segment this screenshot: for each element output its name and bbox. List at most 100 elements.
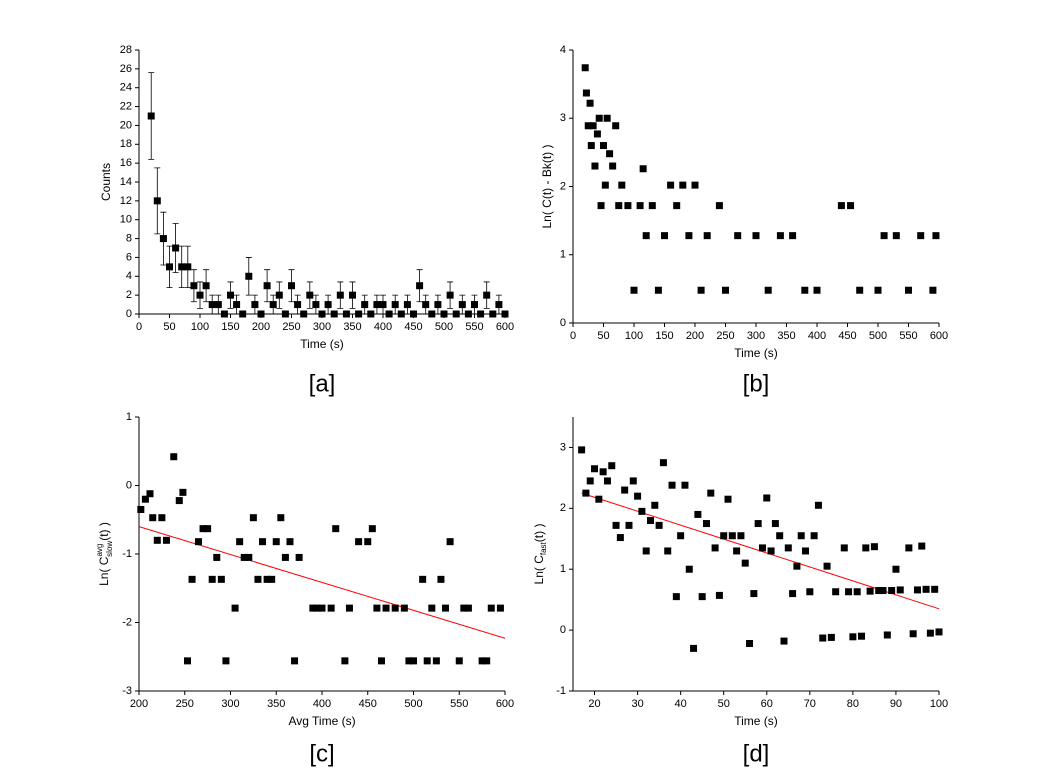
data-point	[636, 202, 644, 210]
data-point	[458, 301, 466, 309]
data-point	[172, 244, 180, 252]
data-point	[734, 232, 742, 240]
y-tick-label: 10	[120, 214, 132, 226]
data-point	[593, 130, 601, 138]
data-point	[391, 604, 399, 612]
x-axis-label: Avg Time (s)	[288, 714, 355, 728]
data-point	[440, 310, 448, 318]
data-point	[373, 604, 381, 612]
y-tick-label: 2	[126, 289, 132, 301]
y-tick-label: 0	[560, 317, 566, 329]
data-point	[707, 489, 715, 497]
x-tick-label: 400	[374, 321, 392, 333]
data-point	[776, 532, 784, 540]
data-point	[917, 232, 925, 240]
x-tick-label: 350	[343, 321, 361, 333]
data-point	[257, 310, 265, 318]
data-point	[784, 544, 792, 552]
data-point	[236, 538, 244, 546]
data-point	[905, 544, 913, 552]
data-point	[245, 272, 253, 280]
x-tick-label: 100	[930, 698, 948, 710]
data-point	[612, 122, 620, 130]
x-tick-label: 70	[804, 698, 816, 710]
x-tick-label: 600	[496, 321, 514, 333]
data-point	[419, 575, 427, 583]
caption: [b]	[743, 370, 770, 397]
data-point	[471, 301, 478, 309]
data-point	[776, 232, 784, 240]
data-point	[137, 505, 145, 513]
data-point	[162, 536, 170, 544]
data-point	[918, 542, 926, 550]
data-point	[629, 477, 637, 485]
data-point	[789, 232, 797, 240]
data-point	[464, 604, 472, 612]
data-point	[194, 538, 202, 546]
caption: [c]	[309, 740, 334, 767]
data-point	[814, 501, 822, 509]
data-point	[446, 538, 454, 546]
data-point	[227, 291, 234, 299]
data-point	[355, 310, 363, 318]
data-point	[478, 657, 486, 665]
data-point	[249, 514, 257, 522]
x-tick-label: 450	[404, 321, 422, 333]
data-point	[601, 181, 609, 189]
data-point	[147, 112, 155, 120]
data-point	[483, 291, 491, 299]
data-point	[330, 310, 338, 318]
data-point	[661, 232, 668, 240]
data-point	[702, 520, 710, 528]
y-tick-label: 4	[560, 44, 566, 56]
x-tick-label: 400	[808, 330, 826, 342]
data-point	[581, 64, 589, 72]
data-point	[837, 202, 845, 210]
data-point	[146, 490, 154, 498]
data-point	[922, 585, 930, 593]
data-point	[336, 291, 344, 299]
data-point	[587, 142, 595, 150]
data-point	[892, 232, 900, 240]
data-point	[823, 562, 831, 570]
data-point	[342, 310, 350, 318]
data-point	[681, 481, 689, 489]
data-point	[599, 468, 607, 476]
data-point	[400, 604, 408, 612]
x-tick-label: 20	[588, 698, 600, 710]
data-point	[679, 181, 687, 189]
x-tick-label: 450	[359, 698, 377, 710]
data-point	[149, 514, 157, 522]
data-point	[584, 122, 592, 130]
y-tick-label: 3	[560, 112, 566, 124]
data-point	[286, 538, 294, 546]
data-point	[668, 481, 676, 489]
data-point	[853, 588, 861, 596]
data-point	[190, 282, 198, 290]
x-tick-label: 250	[282, 321, 300, 333]
x-tick-label: 50	[718, 698, 730, 710]
data-point	[819, 634, 827, 642]
x-tick-label: 50	[597, 330, 609, 342]
data-point	[403, 301, 411, 309]
data-point	[806, 588, 814, 596]
data-point	[483, 657, 491, 665]
data-point	[220, 310, 228, 318]
data-point	[153, 197, 161, 205]
data-point	[589, 122, 597, 130]
data-point	[202, 282, 210, 290]
data-point	[847, 202, 855, 210]
data-point	[715, 591, 723, 599]
data-point	[722, 286, 729, 294]
y-label-part: Ln( C	[532, 555, 546, 585]
data-point	[324, 301, 332, 309]
y-tick-label: 28	[120, 44, 132, 56]
data-point	[763, 494, 771, 502]
x-tick-label: 100	[191, 321, 209, 333]
y-tick-label: 20	[120, 119, 132, 131]
data-point	[737, 532, 745, 540]
data-point	[199, 525, 207, 533]
y-tick-label: 6	[126, 251, 132, 263]
x-tick-label: 500	[869, 330, 887, 342]
data-point	[621, 486, 629, 494]
